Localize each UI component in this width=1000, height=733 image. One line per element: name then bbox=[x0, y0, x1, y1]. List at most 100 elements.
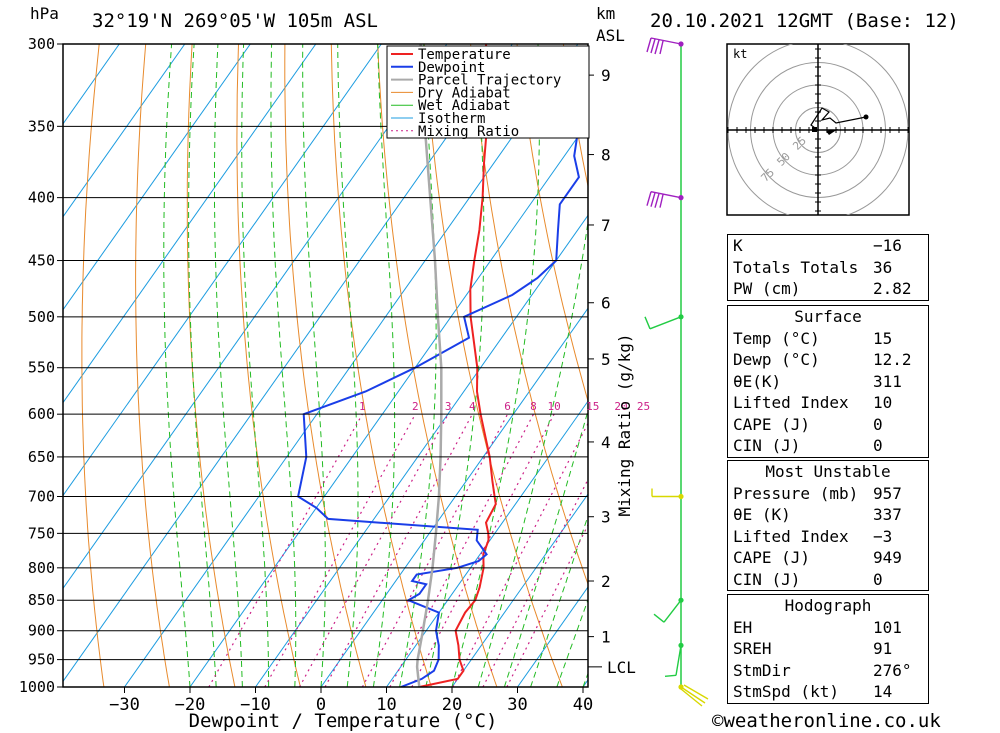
hodograph-title: Hodograph bbox=[784, 596, 872, 615]
most-unstable-box: Most Unstable Pressure (mb) 957 θE (K) 337… bbox=[727, 460, 929, 591]
x-tick-label: −30 bbox=[109, 695, 140, 715]
hodograph-end-dot bbox=[863, 114, 869, 120]
mixing-ratio-line bbox=[389, 413, 535, 687]
height-label: 9 bbox=[601, 66, 611, 85]
wet-adiabat-line bbox=[503, 408, 588, 687]
mixing-ratio-label: 15 bbox=[586, 400, 599, 413]
surface-title: Surface bbox=[794, 307, 862, 326]
pressure-label: 600 bbox=[28, 405, 55, 423]
index-row: CIN (J) 0 bbox=[733, 569, 883, 589]
dry-adiabat-line bbox=[236, 44, 301, 687]
mixing-ratio-label: 1 bbox=[359, 400, 366, 413]
legend-entry: Dewpoint bbox=[418, 60, 485, 76]
km-unit-label: km bbox=[596, 4, 616, 23]
wet-adiabat-line bbox=[451, 44, 540, 687]
mixing-ratio-label: 2 bbox=[412, 400, 419, 413]
x-axis-label: Dewpoint / Temperature (°C) bbox=[189, 710, 498, 732]
storm-motion-marker bbox=[826, 129, 838, 135]
pressure-label: 300 bbox=[28, 35, 55, 53]
copyright[interactable]: ©weatheronline.co.uk bbox=[712, 710, 941, 732]
index-row: K −16 bbox=[733, 236, 902, 255]
temperature-line bbox=[419, 44, 497, 687]
pressure-label: 800 bbox=[28, 559, 55, 577]
mixing-ratio-line bbox=[324, 413, 473, 687]
index-row: PW (cm) 2.82 bbox=[733, 279, 912, 298]
legend-entry: Temperature bbox=[418, 47, 511, 63]
hodograph-box: Hodograph EH 101 SREH 91 StmDir 276° StmSpd… bbox=[727, 594, 929, 704]
height-label: 3 bbox=[601, 508, 611, 527]
wet-adiabat-line bbox=[302, 44, 326, 687]
x-tick-label: 40 bbox=[573, 695, 593, 715]
x-tick-label: 20 bbox=[442, 695, 462, 715]
pressure-label: 950 bbox=[28, 651, 55, 669]
isotherm-line bbox=[63, 44, 317, 404]
mixing-ratio-label: 6 bbox=[504, 400, 511, 413]
height-label: 6 bbox=[601, 294, 611, 313]
mixing-ratio-axis-label: Mixing Ratio (g/kg) bbox=[615, 333, 634, 516]
wind-barb bbox=[646, 37, 682, 55]
legend-box bbox=[386, 45, 590, 139]
isotherm-line bbox=[63, 44, 513, 683]
wet-adiabat-line bbox=[241, 44, 270, 687]
height-label: 2 bbox=[601, 572, 611, 591]
indices-top-box: K −16 Totals Totals 36 PW (cm) 2.82 bbox=[727, 234, 929, 301]
legend-entry: Isotherm bbox=[418, 111, 485, 127]
mixing-ratio-line bbox=[208, 413, 363, 687]
index-row: Totals Totals 36 bbox=[733, 257, 893, 277]
dry-adiabat-line bbox=[935, 44, 1000, 687]
wind-barb bbox=[644, 316, 682, 330]
isotherm-line bbox=[189, 121, 588, 687]
pressure-label: 450 bbox=[28, 252, 55, 270]
lcl-label: LCL bbox=[607, 658, 636, 677]
wet-adiabat-line bbox=[270, 44, 297, 687]
isotherm-line bbox=[255, 214, 588, 687]
datetime-title: 20.10.2021 12GMT (Base: 12) bbox=[650, 10, 959, 32]
wind-barb bbox=[646, 190, 682, 208]
index-row: Dewp (°C) 12.2 bbox=[733, 350, 912, 369]
index-row: StmSpd (kt) 14 bbox=[733, 682, 893, 701]
height-label: 8 bbox=[601, 146, 611, 165]
wind-barb bbox=[653, 599, 682, 623]
dry-adiabat-line bbox=[186, 44, 236, 687]
location-title: 32°19'N 269°05'W 105m ASL bbox=[92, 10, 378, 32]
hodograph-unit-label: kt bbox=[733, 47, 747, 61]
pressure-label: 550 bbox=[28, 359, 55, 377]
surface-box: Surface Temp (°C) 15 Dewp (°C) 12.2 θE(K) 3… bbox=[727, 305, 929, 458]
x-tick-label: 10 bbox=[376, 695, 396, 715]
x-tick-label: −10 bbox=[240, 695, 271, 715]
index-row: CAPE (J) 0 bbox=[733, 414, 883, 434]
asl-unit-label: ASL bbox=[596, 26, 625, 45]
pressure-label: 900 bbox=[28, 622, 55, 640]
hodograph-start-marker bbox=[812, 127, 817, 132]
wet-adiabat-line bbox=[163, 44, 191, 687]
hodograph-trace bbox=[810, 107, 867, 129]
isotherm-line bbox=[451, 493, 588, 687]
dewpoint-line bbox=[296, 81, 588, 687]
dry-adiabat-line bbox=[981, 44, 1000, 687]
dry-adiabat-line bbox=[81, 44, 105, 687]
dry-adiabat-line bbox=[423, 44, 563, 687]
isotherm-line bbox=[63, 44, 448, 590]
legend-entry: Parcel Trajectory bbox=[418, 73, 561, 89]
dry-adiabat-line bbox=[135, 44, 170, 687]
pressure-label: 400 bbox=[28, 189, 55, 207]
plot-frame bbox=[62, 43, 589, 688]
parcel-trajectory-line bbox=[415, 44, 443, 687]
isotherm-line bbox=[63, 44, 120, 125]
pressure-label: 700 bbox=[28, 488, 55, 506]
index-row: Lifted Index 10 bbox=[733, 393, 893, 412]
index-row: Temp (°C) 15 bbox=[733, 328, 893, 348]
mixing-ratio-label: 25 bbox=[637, 400, 650, 413]
x-tick-label: 0 bbox=[316, 695, 326, 715]
mixing-ratio-label: 20 bbox=[614, 400, 627, 413]
legend-entry: Wet Adiabat bbox=[418, 98, 511, 114]
index-row: θE(K) 311 bbox=[733, 371, 902, 391]
pressure-label: 750 bbox=[28, 524, 55, 542]
index-row: StmDir 276° bbox=[733, 660, 912, 680]
index-row: Pressure (mb) 957 bbox=[733, 483, 902, 503]
isotherm-line bbox=[124, 44, 579, 687]
mixing-ratio-label: 3 bbox=[445, 400, 452, 413]
wet-adiabat-line bbox=[213, 44, 243, 687]
